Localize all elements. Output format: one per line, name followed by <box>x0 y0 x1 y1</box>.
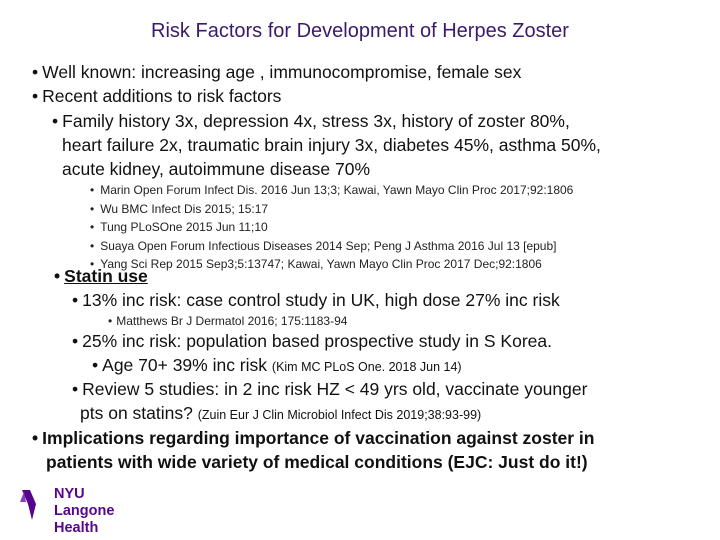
reference-item: Yang Sci Rep 2015 Sep3;5:13747; Kawai, Y… <box>90 257 573 276</box>
slide-title: Risk Factors for Development of Herpes Z… <box>151 20 569 42</box>
bullet-review: Review 5 studies: in 2 inc risk HZ < 49 … <box>72 379 587 400</box>
nyu-langone-logo: NYU Langone Health <box>14 486 124 536</box>
reference-item: Wu BMC Infect Dis 2015; 15:17 <box>90 202 573 221</box>
reference-item: Marin Open Forum Infect Dis. 2016 Jun 13… <box>90 183 573 202</box>
bullet-statin-use: Statin use <box>54 266 148 287</box>
bullet-recent-additions: Recent additions to risk factors <box>32 86 281 107</box>
logo-line1: NYU Langone <box>54 486 115 519</box>
bullet-statin-korea: 25% inc risk: population based prospecti… <box>72 331 552 352</box>
torch-icon <box>20 490 36 520</box>
bullet-implications-cont: patients with wide variety of medical co… <box>46 452 588 472</box>
bullet-review-cont: pts on statins? (Zuin Eur J Clin Microbi… <box>80 403 482 423</box>
reference-item: Suaya Open Forum Infectious Diseases 201… <box>90 239 573 258</box>
reference-item: Tung PLoSOne 2015 Jun 11;10 <box>90 220 573 239</box>
reference-list: Marin Open Forum Infect Dis. 2016 Jun 13… <box>90 183 573 276</box>
bullet-family-history-cont1: heart failure 2x, traumatic brain injury… <box>62 135 601 155</box>
bullet-statin-uk: 13% inc risk: case control study in UK, … <box>72 290 560 311</box>
bullet-well-known: Well known: increasing age , immunocompr… <box>32 62 521 83</box>
logo-line2: Health <box>54 520 99 536</box>
reference-matthews: Matthews Br J Dermatol 2016; 175:1183-94 <box>108 314 347 328</box>
bullet-age70: Age 70+ 39% inc risk (Kim MC PLoS One. 2… <box>92 355 461 376</box>
bullet-family-history: Family history 3x, depression 4x, stress… <box>52 111 570 132</box>
bullet-implications: Implications regarding importance of vac… <box>32 428 594 449</box>
bullet-family-history-cont2: acute kidney, autoimmune disease 70% <box>62 159 371 179</box>
